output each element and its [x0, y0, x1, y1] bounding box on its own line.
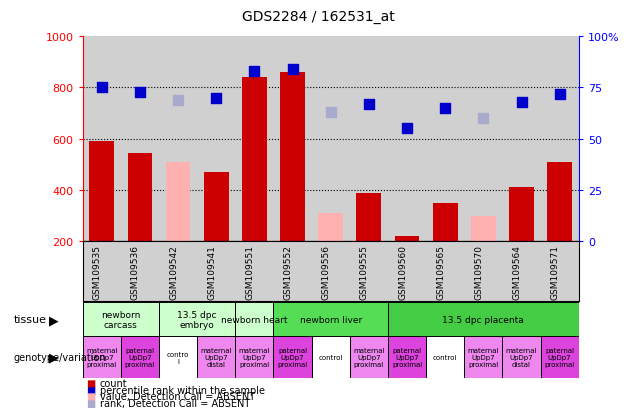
- Text: count: count: [100, 378, 127, 388]
- Text: GSM109565: GSM109565: [436, 244, 445, 299]
- Bar: [541, 337, 579, 378]
- Bar: [197, 337, 235, 378]
- Point: [249, 69, 259, 75]
- Text: maternal
UpDp7
distal: maternal UpDp7 distal: [506, 347, 537, 367]
- Text: ▶: ▶: [49, 313, 59, 326]
- Text: control: control: [433, 354, 457, 360]
- Text: paternal
UpDp7
proximal: paternal UpDp7 proximal: [544, 347, 575, 367]
- Bar: [350, 337, 388, 378]
- Point: [211, 95, 221, 102]
- Bar: [394, 237, 420, 242]
- Text: 13.5 dpc
embryo: 13.5 dpc embryo: [177, 310, 217, 329]
- Bar: [89, 142, 114, 242]
- Text: ■: ■: [86, 378, 95, 388]
- Point: [478, 116, 488, 122]
- Bar: [464, 337, 502, 378]
- Text: rank, Detection Call = ABSENT: rank, Detection Call = ABSENT: [100, 398, 250, 408]
- Text: GSM109535: GSM109535: [93, 244, 102, 299]
- Bar: [426, 337, 464, 378]
- Bar: [319, 214, 343, 242]
- Text: GSM109560: GSM109560: [398, 244, 407, 299]
- Text: maternal
UpDp7
proximal: maternal UpDp7 proximal: [467, 347, 499, 367]
- Text: GSM109552: GSM109552: [284, 244, 293, 299]
- Text: maternal
UpDp7
proximal: maternal UpDp7 proximal: [86, 347, 118, 367]
- Text: ■: ■: [86, 385, 95, 395]
- Point: [135, 89, 145, 96]
- Text: GSM109556: GSM109556: [322, 244, 331, 299]
- Bar: [471, 216, 496, 242]
- Bar: [83, 337, 121, 378]
- Text: GSM109542: GSM109542: [169, 244, 178, 299]
- Text: value, Detection Call = ABSENT: value, Detection Call = ABSENT: [100, 392, 255, 401]
- Bar: [273, 337, 312, 378]
- Text: ■: ■: [86, 392, 95, 401]
- Text: GSM109571: GSM109571: [551, 244, 560, 299]
- Text: 13.5 dpc placenta: 13.5 dpc placenta: [443, 315, 524, 324]
- Text: newborn liver: newborn liver: [300, 315, 362, 324]
- Bar: [83, 303, 159, 337]
- Text: paternal
UpDp7
proximal: paternal UpDp7 proximal: [392, 347, 422, 367]
- Text: paternal
UpDp7
proximal: paternal UpDp7 proximal: [277, 347, 308, 367]
- Bar: [388, 303, 579, 337]
- Bar: [548, 162, 572, 242]
- Bar: [204, 173, 229, 242]
- Text: GSM109551: GSM109551: [245, 244, 254, 299]
- Bar: [159, 303, 235, 337]
- Point: [364, 101, 374, 108]
- Text: contro
l: contro l: [167, 351, 190, 364]
- Bar: [280, 73, 305, 242]
- Bar: [509, 188, 534, 242]
- Bar: [433, 203, 458, 242]
- Bar: [235, 303, 273, 337]
- Text: ■: ■: [86, 398, 95, 408]
- Text: GSM109541: GSM109541: [207, 244, 216, 299]
- Text: newborn heart: newborn heart: [221, 315, 287, 324]
- Point: [555, 91, 565, 98]
- Text: control: control: [319, 354, 343, 360]
- Point: [516, 99, 527, 106]
- Text: genotype/variation: genotype/variation: [14, 352, 107, 362]
- Bar: [388, 337, 426, 378]
- Bar: [273, 303, 388, 337]
- Point: [287, 66, 298, 73]
- Text: tissue: tissue: [14, 315, 47, 325]
- Text: maternal
UpDp7
proximal: maternal UpDp7 proximal: [353, 347, 385, 367]
- Text: paternal
UpDp7
proximal: paternal UpDp7 proximal: [125, 347, 155, 367]
- Text: newborn
carcass: newborn carcass: [101, 310, 141, 329]
- Text: maternal
UpDp7
distal: maternal UpDp7 distal: [200, 347, 232, 367]
- Point: [402, 126, 412, 133]
- Bar: [127, 154, 153, 242]
- Bar: [502, 337, 541, 378]
- Bar: [121, 337, 159, 378]
- Text: GSM109555: GSM109555: [360, 244, 369, 299]
- Bar: [165, 162, 191, 242]
- Point: [173, 97, 183, 104]
- Text: GSM109564: GSM109564: [513, 244, 522, 299]
- Text: GSM109570: GSM109570: [474, 244, 483, 299]
- Text: GDS2284 / 162531_at: GDS2284 / 162531_at: [242, 10, 394, 24]
- Point: [97, 85, 107, 92]
- Text: percentile rank within the sample: percentile rank within the sample: [100, 385, 265, 395]
- Bar: [312, 337, 350, 378]
- Text: ▶: ▶: [49, 351, 59, 364]
- Bar: [235, 337, 273, 378]
- Bar: [242, 78, 267, 242]
- Text: GSM109536: GSM109536: [131, 244, 140, 299]
- Bar: [356, 193, 382, 242]
- Point: [326, 109, 336, 116]
- Text: maternal
UpDp7
proximal: maternal UpDp7 proximal: [238, 347, 270, 367]
- Point: [440, 105, 450, 112]
- Bar: [159, 337, 197, 378]
